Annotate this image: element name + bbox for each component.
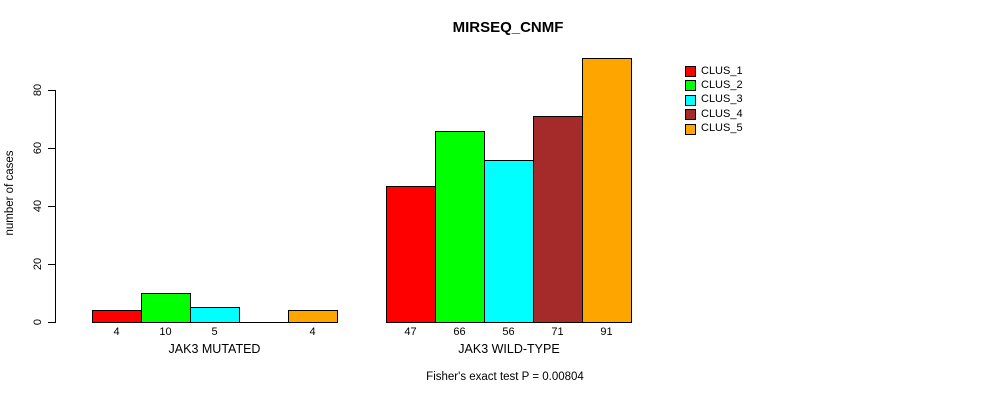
legend-swatch-clus_4 [685, 109, 696, 121]
legend-swatch-clus_1 [685, 66, 696, 77]
legend-swatch-clus_5 [685, 123, 696, 135]
bar-value-label: 66 [453, 326, 466, 338]
bar-value-label: 47 [404, 326, 417, 338]
legend-label: CLUS_1 [701, 64, 743, 77]
bar-value-label: 56 [502, 326, 515, 338]
y-axis-tick-label: 60 [32, 141, 44, 155]
chart-title: MIRSEQ_CNMF [452, 19, 564, 36]
bar-clus_4 [533, 116, 583, 323]
legend-swatch-clus_3 [685, 94, 696, 106]
legend-label: CLUS_3 [701, 93, 743, 106]
y-axis-tick [48, 148, 55, 149]
legend-label: CLUS_4 [701, 107, 743, 120]
y-axis-tick [48, 90, 55, 91]
bar-clus_2 [435, 131, 485, 323]
bar-value-label: 71 [551, 326, 564, 338]
bar-value-label: 91 [600, 326, 613, 338]
y-axis-tick-label: 80 [32, 83, 44, 97]
bar-clus_2 [141, 293, 191, 323]
bar-clus_1 [386, 186, 436, 323]
bar-value-label: 5 [211, 326, 218, 338]
y-axis-tick [48, 264, 55, 265]
group-label-jak3-mutated: JAK3 MUTATED [168, 342, 261, 356]
y-axis-tick-label: 0 [32, 318, 44, 326]
y-axis-title: number of cases [4, 150, 16, 236]
bar-clus_5 [288, 310, 338, 323]
bar-clus_1 [92, 310, 142, 323]
bar-value-label: 10 [159, 326, 172, 338]
bar-value-label: 4 [309, 326, 316, 338]
bar-value-label: 4 [113, 326, 120, 338]
y-axis-tick-label: 40 [32, 199, 44, 213]
y-axis-tick-label: 20 [32, 257, 44, 271]
legend-label: CLUS_5 [701, 122, 743, 135]
fisher-test-annotation: Fisher's exact test P = 0.00804 [426, 371, 584, 383]
group-label-jak3-wild-type: JAK3 WILD-TYPE [458, 342, 560, 356]
bar-clus_3 [484, 160, 534, 323]
legend-label: CLUS_2 [701, 78, 743, 91]
bar-clus_3 [190, 307, 240, 323]
y-axis-tick [48, 322, 55, 323]
bar-clus_5 [582, 58, 632, 323]
y-axis-tick [48, 206, 55, 207]
legend-swatch-clus_2 [685, 80, 696, 92]
y-axis-line [55, 90, 56, 323]
